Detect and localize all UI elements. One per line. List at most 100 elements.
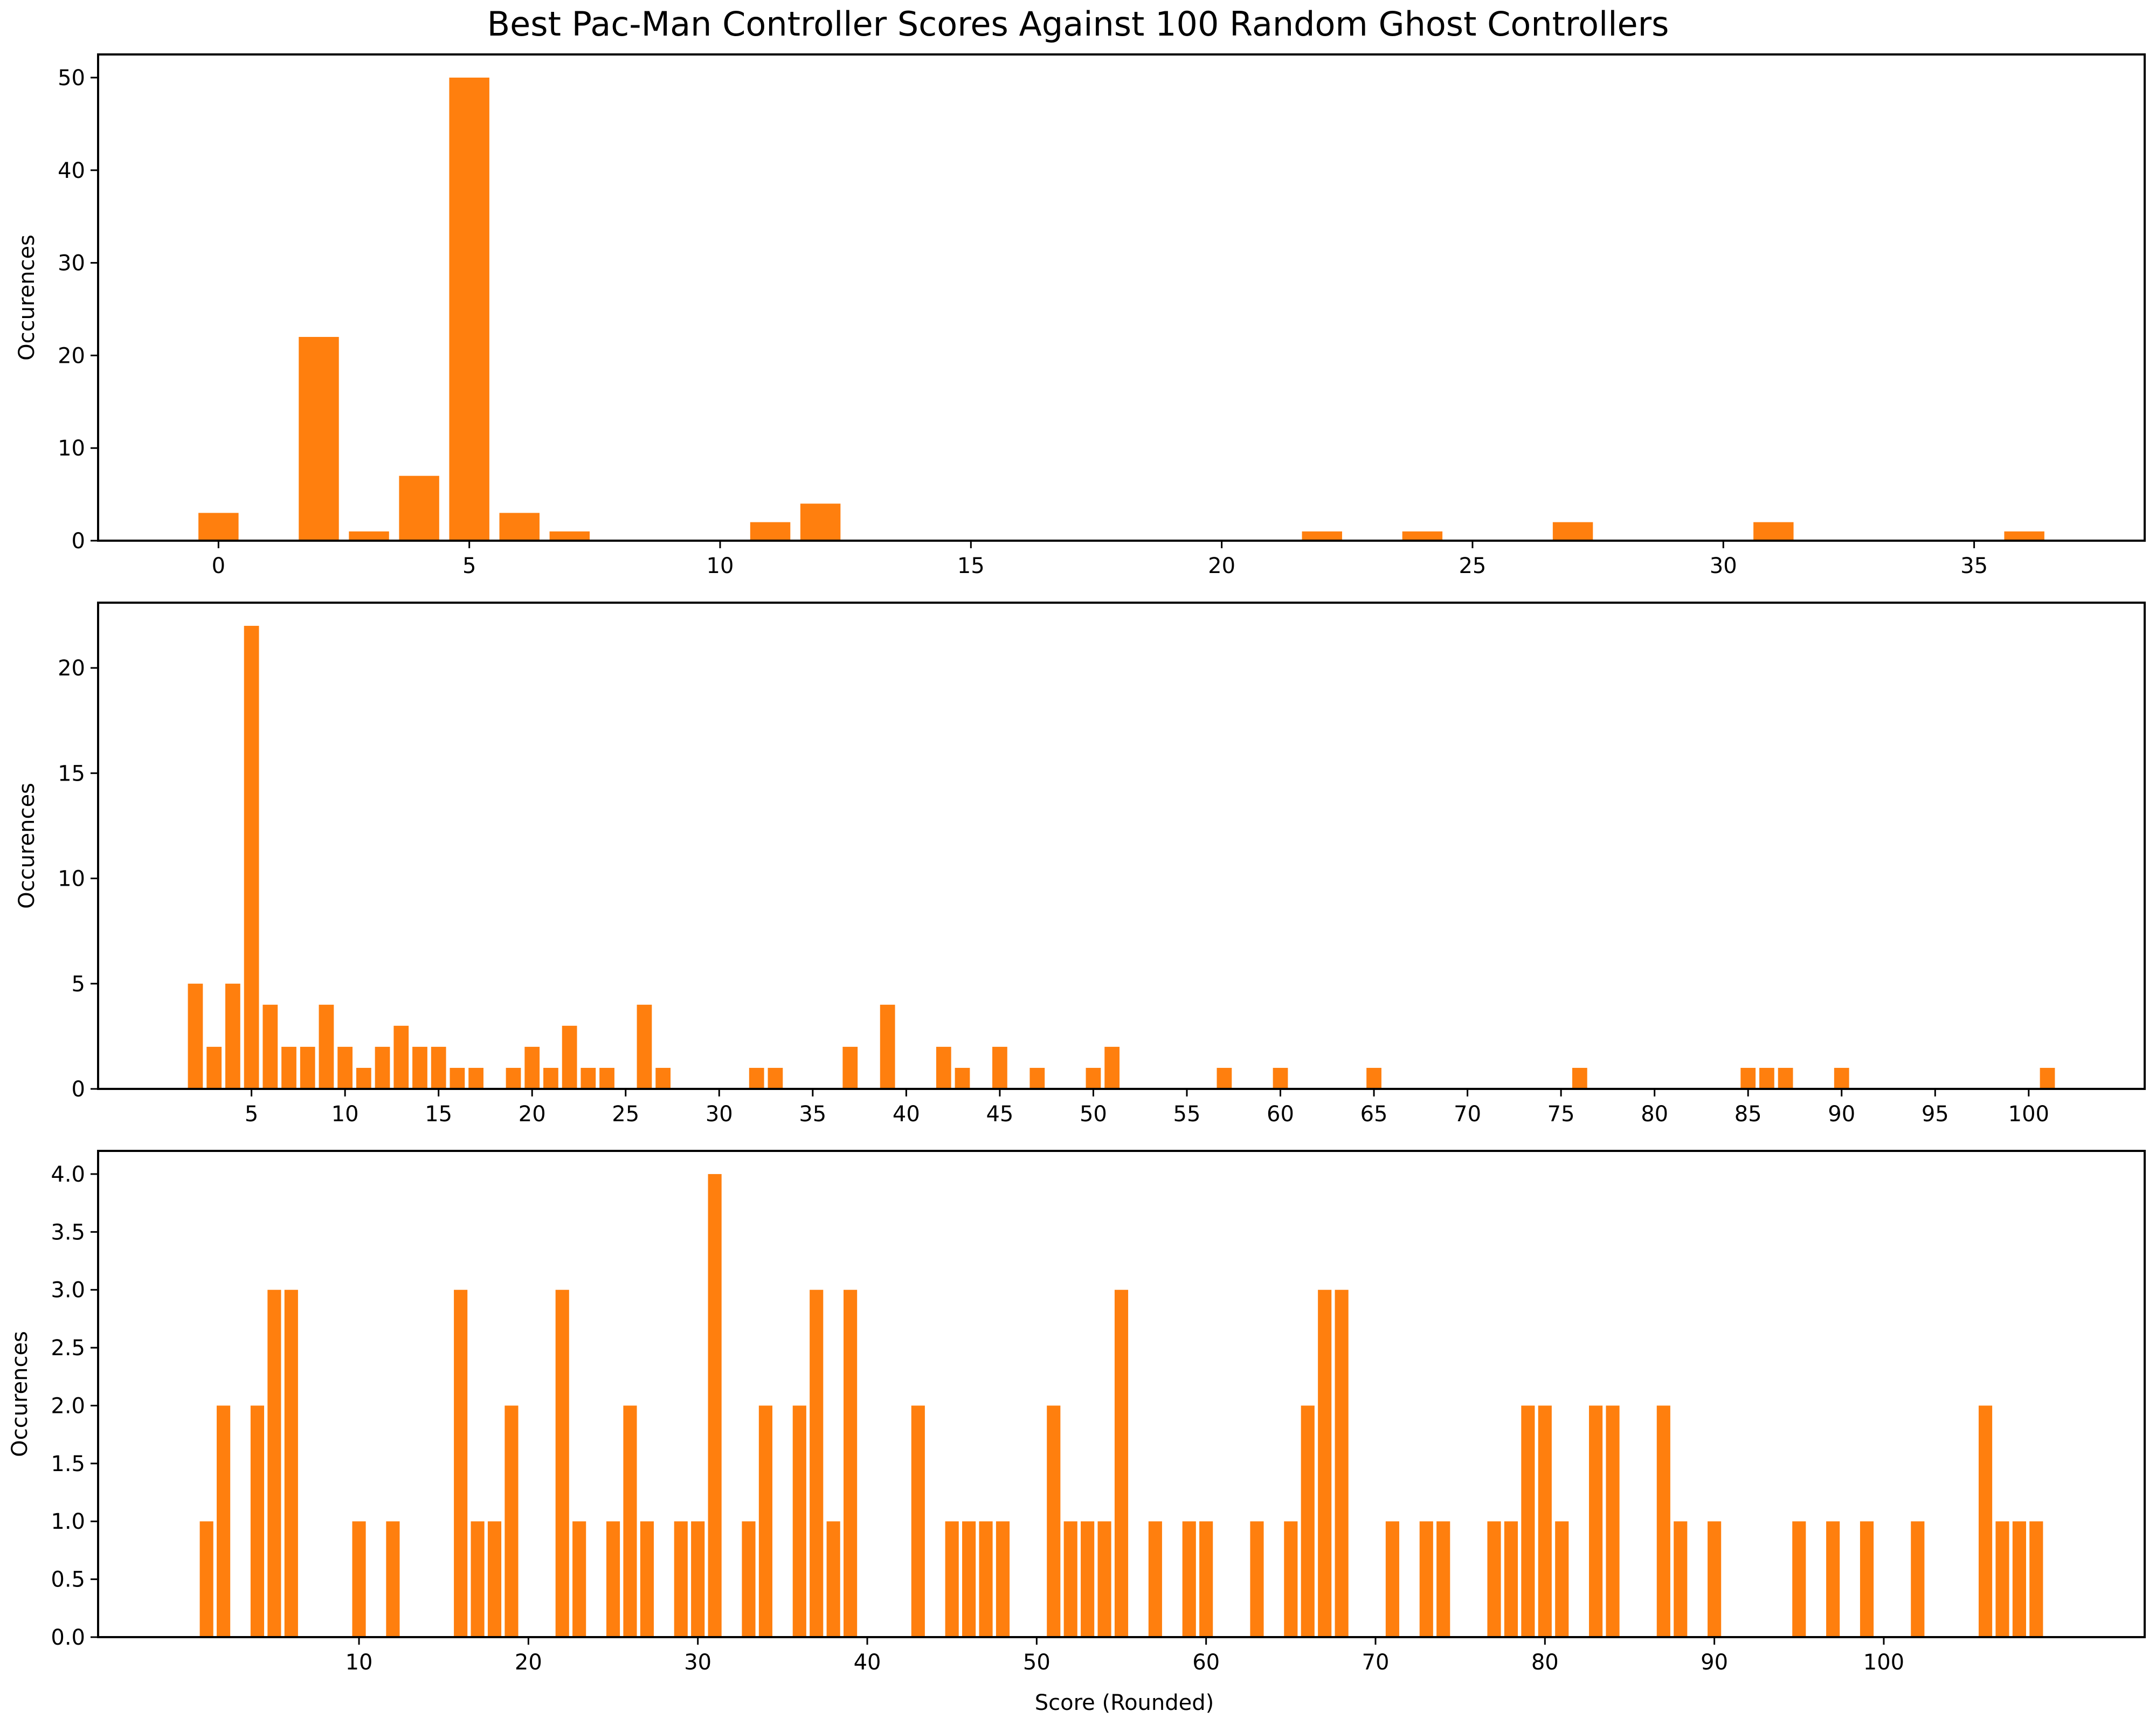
y-tick-label: 10 bbox=[58, 436, 85, 461]
x-tick-label: 60 bbox=[1192, 1650, 1220, 1675]
figure-title: Best Pac-Man Controller Scores Against 1… bbox=[487, 4, 1669, 44]
bar bbox=[606, 1521, 620, 1637]
x-tick-label: 80 bbox=[1531, 1650, 1559, 1675]
bar bbox=[1674, 1521, 1688, 1637]
bar bbox=[691, 1521, 705, 1637]
x-tick-label: 5 bbox=[245, 1102, 258, 1127]
bar bbox=[674, 1521, 688, 1637]
bar bbox=[1199, 1521, 1213, 1637]
bar bbox=[1063, 1521, 1077, 1637]
bar bbox=[750, 522, 791, 541]
bar bbox=[844, 1289, 858, 1637]
bar bbox=[599, 1067, 614, 1089]
y-tick-label: 10 bbox=[58, 867, 85, 892]
x-tick-label: 65 bbox=[1360, 1102, 1388, 1127]
bar bbox=[945, 1521, 959, 1637]
x-tick-label: 25 bbox=[612, 1102, 639, 1127]
y-tick-label: 4.0 bbox=[51, 1162, 85, 1187]
panel-3-bars bbox=[199, 1174, 2043, 1637]
x-tick-label: 20 bbox=[519, 1102, 546, 1127]
bar bbox=[1402, 531, 1443, 541]
bar bbox=[284, 1289, 298, 1637]
bar bbox=[471, 1521, 485, 1637]
bar bbox=[1552, 522, 1593, 541]
x-tick-label: 35 bbox=[1960, 554, 1988, 578]
bar bbox=[1029, 1067, 1045, 1089]
bar bbox=[581, 1067, 596, 1089]
bar bbox=[250, 1405, 265, 1637]
x-tick-label: 50 bbox=[1023, 1650, 1051, 1675]
bar bbox=[543, 1067, 558, 1089]
bar bbox=[2040, 1067, 2055, 1089]
bar bbox=[1366, 1067, 1381, 1089]
bar bbox=[1555, 1521, 1569, 1637]
bar bbox=[449, 77, 489, 541]
bar bbox=[979, 1521, 993, 1637]
bar bbox=[2012, 1521, 2026, 1637]
y-tick-label: 3.5 bbox=[51, 1220, 85, 1245]
bar bbox=[955, 1067, 970, 1089]
bar bbox=[936, 1046, 951, 1089]
panel-1-bars bbox=[198, 77, 2044, 541]
bar bbox=[1318, 1289, 1332, 1637]
bar bbox=[1301, 1405, 1315, 1637]
bar bbox=[623, 1405, 637, 1637]
y-tick-label: 5 bbox=[72, 972, 85, 997]
x-tick-label: 45 bbox=[986, 1102, 1013, 1127]
panel-2-yticks: 0 5 10 15 20 bbox=[58, 656, 98, 1102]
bar bbox=[1419, 1521, 1433, 1637]
bar bbox=[499, 513, 540, 541]
panel-3-frame bbox=[97, 1150, 2146, 1638]
x-tick-label: 5 bbox=[462, 554, 476, 578]
bar bbox=[262, 1004, 278, 1089]
bar bbox=[1148, 1521, 1162, 1637]
bar bbox=[826, 1521, 840, 1637]
bar bbox=[549, 531, 590, 541]
panel-1-xticks: 0 5 10 15 20 25 30 35 bbox=[212, 541, 1988, 578]
y-tick-label: 3.0 bbox=[51, 1278, 85, 1303]
y-tick-label: 0.5 bbox=[51, 1568, 85, 1592]
bar bbox=[842, 1046, 858, 1089]
bar bbox=[281, 1046, 296, 1089]
y-tick-label: 0.0 bbox=[51, 1625, 85, 1650]
x-tick-label: 80 bbox=[1641, 1102, 1668, 1127]
bar bbox=[393, 1025, 409, 1089]
bar bbox=[1572, 1067, 1587, 1089]
y-tick-label: 40 bbox=[58, 158, 85, 183]
panel-2-frame bbox=[97, 602, 2146, 1090]
x-tick-label: 20 bbox=[1208, 554, 1235, 578]
panel-1: 0 5 10 15 20 25 30 35 0 10 20 30 40 50 Occurences bbox=[15, 53, 2146, 578]
y-tick-label: 1.0 bbox=[51, 1509, 85, 1534]
x-tick-label: 40 bbox=[854, 1650, 881, 1675]
bar bbox=[1504, 1521, 1518, 1637]
y-tick-label: 20 bbox=[58, 656, 85, 681]
x-tick-label: 100 bbox=[1863, 1650, 1904, 1675]
panel-1-yticks: 0 10 20 30 40 50 bbox=[58, 66, 98, 554]
bar bbox=[487, 1521, 502, 1637]
bar bbox=[562, 1025, 577, 1089]
bar bbox=[1778, 1067, 1793, 1089]
bar bbox=[1182, 1521, 1196, 1637]
x-tick-label: 0 bbox=[212, 554, 225, 578]
bar bbox=[572, 1521, 586, 1637]
bar bbox=[450, 1067, 465, 1089]
panel-3-xticks: 10 20 30 40 50 60 70 80 90 100 bbox=[345, 1637, 1904, 1675]
x-tick-label: 30 bbox=[1710, 554, 1737, 578]
bar bbox=[749, 1067, 764, 1089]
x-tick-label: 60 bbox=[1267, 1102, 1294, 1127]
bar bbox=[1217, 1067, 1232, 1089]
x-tick-label: 10 bbox=[345, 1650, 373, 1675]
bar bbox=[299, 337, 339, 541]
bar bbox=[1104, 1046, 1120, 1089]
x-tick-label: 20 bbox=[515, 1650, 542, 1675]
bar bbox=[1538, 1405, 1552, 1637]
bar bbox=[1436, 1521, 1450, 1637]
bar bbox=[1995, 1521, 2009, 1637]
bar bbox=[911, 1405, 925, 1637]
x-tick-label: 10 bbox=[331, 1102, 359, 1127]
bar bbox=[1250, 1521, 1264, 1637]
bar bbox=[225, 983, 240, 1089]
bar bbox=[1273, 1067, 1288, 1089]
y-tick-label: 0 bbox=[72, 1077, 85, 1102]
